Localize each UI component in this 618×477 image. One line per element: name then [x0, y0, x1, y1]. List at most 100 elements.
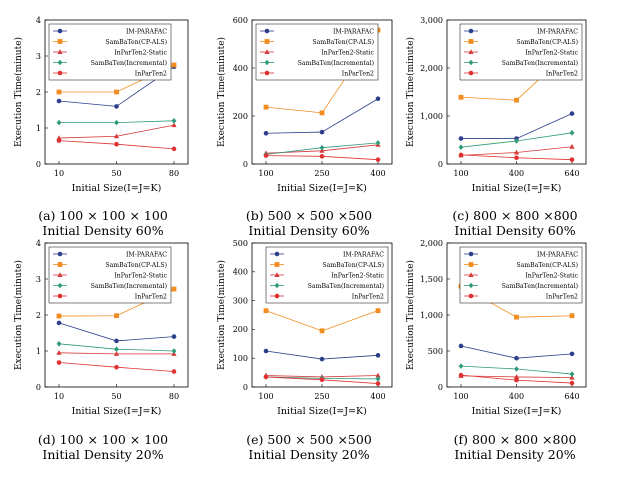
legend-marker [57, 70, 63, 76]
data-point-incremental [375, 140, 381, 146]
chart-panel-0: 0 1 2 3 4 10 50 80 Initial Size(I=J=K) Execution … [13, 16, 189, 194]
x-tick-label: 250 [314, 169, 329, 178]
legend-marker [57, 49, 63, 54]
legend-marker [468, 28, 474, 34]
legend-label: IM-PARAFAC [126, 29, 167, 36]
data-point-incremental [171, 348, 177, 354]
panel-caption: (c) 800 × 800 ×800 Initial Density 60% [412, 208, 618, 238]
legend-label: InParTen2 [135, 294, 167, 301]
data-point-static [113, 351, 120, 356]
data-point-inparten2 [263, 153, 269, 158]
legend-label: SamBaTen(CP-ALS) [105, 262, 167, 269]
legend-label: InParTen2-Static [321, 50, 374, 57]
data-point-static [375, 372, 381, 378]
caption-title: (a) 100 × 100 × 100 [38, 208, 168, 223]
legend-label: InParTen2-Static [525, 273, 578, 280]
data-point-im_parafac [375, 353, 381, 358]
legend-label: IM-PARAFAC [333, 29, 374, 36]
data-point-cp_als [569, 313, 575, 319]
caption-density: Initial Density 60% [454, 223, 576, 238]
x-axis-label: Initial Size(I=J=K) [472, 183, 562, 194]
y-tick-label: 2,000 [420, 64, 443, 73]
legend-label: InParTen2 [352, 294, 384, 301]
y-tick-label: 400 [233, 64, 248, 73]
x-tick-label: 400 [509, 392, 524, 401]
x-tick-label: 100 [258, 392, 273, 401]
data-point-cp_als [319, 110, 325, 116]
data-point-incremental [114, 346, 119, 352]
series-line-im_parafac [58, 322, 175, 342]
legend-label: IM-PARAFAC [343, 252, 384, 259]
x-tick-label: 80 [169, 392, 179, 401]
legend-label: SamBaTen(Incremental) [91, 60, 167, 67]
panel-caption: (f) 800 × 800 ×800 Initial Density 20% [412, 432, 618, 462]
legend-marker [468, 282, 474, 289]
legend-label: SamBaTen(CP-ALS) [322, 262, 384, 269]
data-point-inparten2 [171, 369, 177, 374]
y-tick-label: 600 [233, 16, 248, 25]
x-tick-label: 80 [169, 169, 179, 178]
panel-caption: (d) 100 × 100 × 100 Initial Density 20% [0, 432, 206, 462]
legend-label: InParTen2 [546, 71, 578, 78]
caption-density: Initial Density 60% [42, 223, 164, 238]
data-point-im_parafac [569, 351, 575, 357]
y-tick-label: 200 [233, 325, 248, 334]
data-point-incremental [458, 363, 464, 369]
data-point-incremental [114, 119, 119, 126]
data-point-incremental [569, 371, 575, 377]
legend-marker [468, 39, 474, 44]
series-line-im_parafac [265, 98, 379, 134]
x-tick-label: 50 [111, 392, 121, 401]
data-point-static [569, 374, 575, 380]
legend-marker [274, 293, 280, 299]
data-point-inparten2 [375, 381, 381, 386]
data-point-im_parafac [514, 355, 519, 361]
data-point-inparten2 [319, 377, 325, 383]
data-point-inparten2 [56, 138, 62, 143]
data-point-incremental [514, 366, 519, 372]
y-tick-label: 3 [36, 52, 41, 61]
data-point-cp_als [458, 94, 464, 100]
legend-box [265, 246, 389, 304]
data-point-incremental [569, 130, 575, 136]
data-point-cp_als [56, 313, 62, 319]
legend-label: SamBaTen(Incremental) [91, 283, 167, 290]
y-tick-label: 0 [243, 160, 248, 169]
data-point-static [171, 122, 177, 128]
data-point-cp_als [114, 313, 119, 319]
legend-marker [57, 39, 63, 44]
legend-marker [57, 272, 63, 277]
y-tick-label: 3,000 [420, 16, 443, 25]
y-axis-label: Execution Time(minute) [13, 37, 24, 147]
data-point-im_parafac [114, 338, 119, 344]
data-point-inparten2 [458, 152, 464, 158]
x-tick-label: 100 [453, 392, 468, 401]
caption-title: (d) 100 × 100 × 100 [37, 432, 169, 447]
legend-marker [57, 282, 63, 289]
caption-title: (f) 800 × 800 ×800 [453, 432, 577, 447]
series-line-im_parafac [461, 113, 573, 139]
data-point-im_parafac [458, 343, 464, 349]
y-tick-label: 1,000 [420, 112, 443, 121]
data-point-static [113, 133, 120, 139]
legend-label: SamBaTen(Incremental) [308, 283, 384, 290]
data-point-static [513, 149, 520, 155]
caption-density: Initial Density 20% [42, 447, 164, 462]
y-tick-label: 2 [36, 311, 41, 320]
x-tick-label: 100 [258, 169, 273, 178]
caption-title: (c) 800 × 800 ×800 [452, 208, 578, 223]
y-tick-label: 2 [36, 88, 41, 97]
x-tick-label: 100 [453, 169, 468, 178]
caption-density: Initial Density 20% [248, 447, 370, 462]
legend-label: InParTen2 [342, 71, 374, 78]
legend-label: SamBaTen(Incremental) [502, 60, 578, 67]
series-line-cp_als [265, 310, 379, 332]
data-point-static [56, 350, 62, 355]
data-point-inparten2 [114, 141, 119, 147]
legend-marker [264, 49, 270, 54]
legend-label: InParTen2-Static [114, 273, 167, 280]
legend-label: InParTen2-Static [114, 50, 167, 57]
data-point-im_parafac [263, 348, 269, 354]
data-point-inparten2 [514, 155, 519, 161]
